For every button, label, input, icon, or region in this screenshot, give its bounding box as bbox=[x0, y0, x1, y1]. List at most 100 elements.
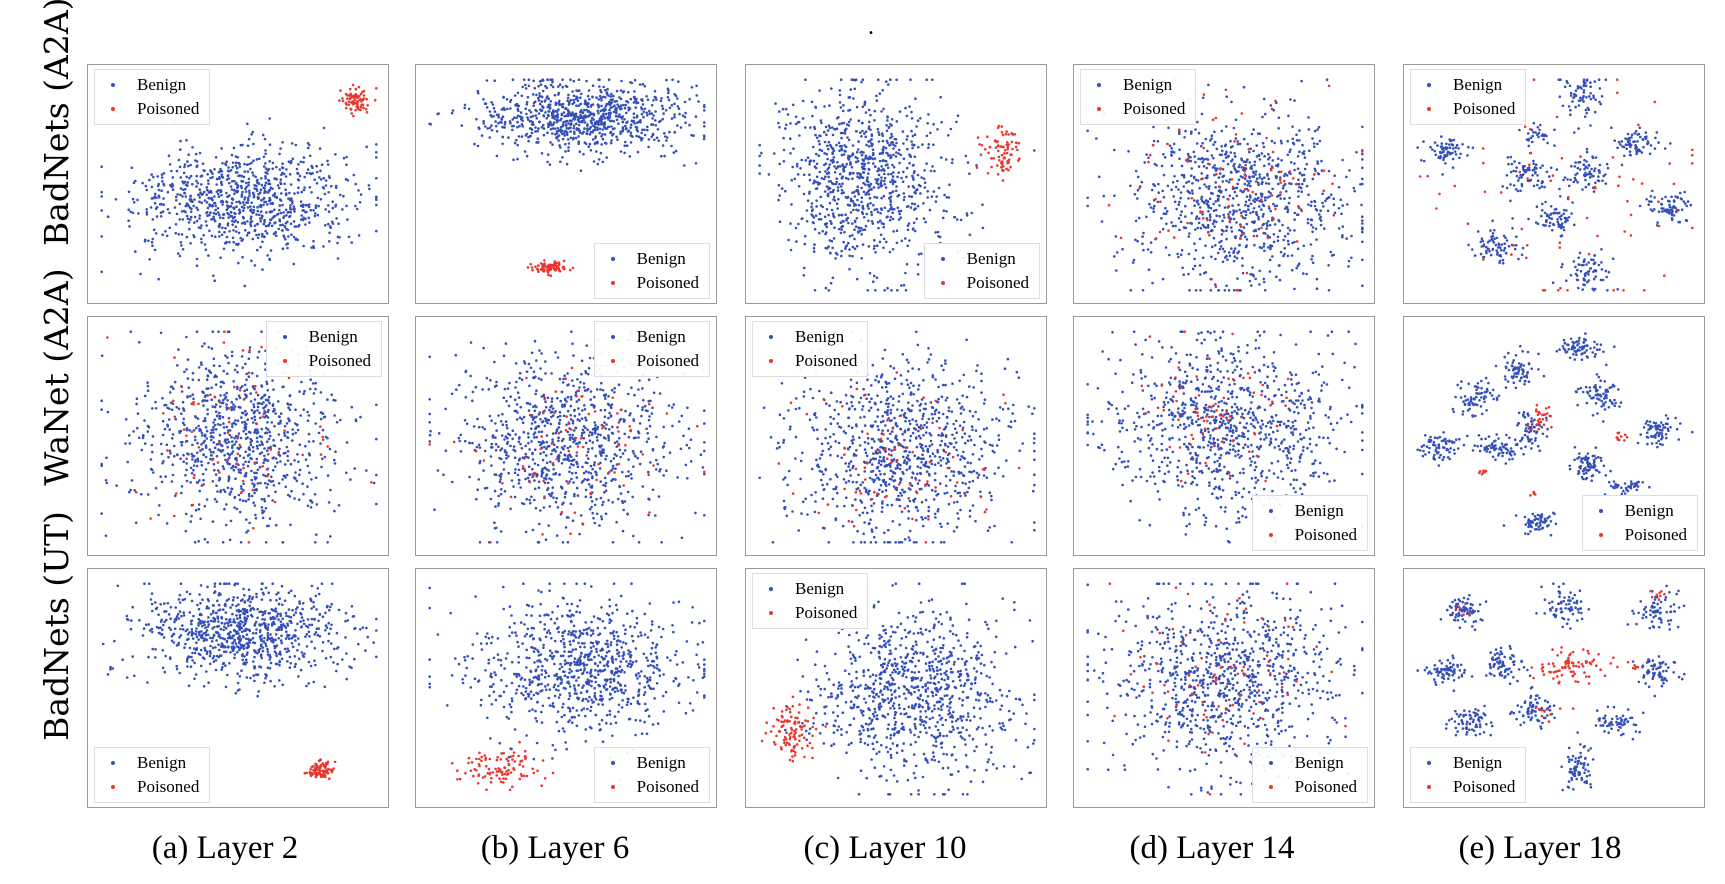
benign-point bbox=[1267, 246, 1270, 249]
benign-point bbox=[262, 222, 266, 226]
benign-point bbox=[493, 79, 496, 82]
benign-point bbox=[199, 191, 202, 194]
benign-point bbox=[824, 175, 827, 178]
legend-label: Poisoned bbox=[1123, 99, 1186, 118]
benign-point bbox=[863, 100, 867, 104]
benign-point bbox=[567, 146, 570, 149]
benign-point bbox=[306, 464, 310, 468]
benign-point bbox=[814, 180, 817, 184]
benign-point bbox=[1136, 239, 1139, 243]
benign-point bbox=[790, 178, 793, 182]
benign-point bbox=[1582, 78, 1586, 81]
poisoned-point bbox=[364, 107, 368, 111]
benign-point bbox=[501, 125, 504, 129]
scatter-panel-badnets-a2a-layer-14: Benign Poisoned bbox=[1073, 64, 1375, 304]
benign-point bbox=[289, 222, 293, 226]
benign-point bbox=[697, 100, 700, 103]
benign-point bbox=[1204, 244, 1207, 247]
benign-point bbox=[596, 141, 599, 145]
benign-point bbox=[839, 231, 843, 235]
benign-point bbox=[1584, 178, 1587, 182]
benign-point bbox=[165, 234, 169, 238]
benign-point bbox=[818, 142, 821, 146]
benign-point bbox=[760, 151, 763, 155]
benign-point bbox=[855, 150, 859, 154]
benign-point bbox=[227, 213, 231, 216]
benign-point bbox=[907, 222, 911, 225]
benign-point bbox=[915, 217, 919, 221]
benign-point bbox=[220, 183, 224, 186]
benign-point bbox=[869, 182, 873, 186]
poisoned-point bbox=[1617, 184, 1620, 187]
benign-point bbox=[263, 200, 266, 204]
benign-point bbox=[640, 138, 643, 142]
benign-point bbox=[1588, 170, 1592, 174]
benign-point bbox=[629, 134, 633, 137]
benign-point bbox=[1689, 203, 1693, 207]
benign-point bbox=[880, 196, 883, 200]
benign-point bbox=[294, 238, 297, 241]
benign-point bbox=[1556, 218, 1559, 221]
benign-point bbox=[227, 429, 230, 432]
benign-point bbox=[856, 198, 859, 202]
benign-point bbox=[1283, 247, 1286, 250]
benign-point bbox=[341, 208, 344, 211]
benign-point bbox=[151, 244, 154, 247]
benign-point bbox=[219, 256, 222, 259]
benign-point bbox=[312, 440, 315, 443]
benign-point bbox=[832, 198, 835, 201]
benign-point bbox=[1243, 137, 1246, 141]
poisoned-point bbox=[1466, 222, 1470, 225]
benign-point bbox=[678, 112, 681, 116]
benign-point bbox=[484, 125, 487, 128]
benign-point bbox=[852, 202, 856, 205]
benign-point bbox=[878, 159, 882, 163]
poisoned-point bbox=[1007, 133, 1010, 136]
benign-point bbox=[342, 156, 346, 160]
benign-point bbox=[1193, 264, 1197, 268]
benign-point bbox=[232, 179, 236, 183]
benign-point bbox=[835, 116, 839, 120]
benign-point bbox=[185, 175, 188, 179]
benign-point bbox=[1634, 147, 1637, 150]
poisoned-point bbox=[1274, 207, 1277, 211]
poisoned-point bbox=[1558, 241, 1562, 244]
benign-point bbox=[314, 204, 318, 207]
benign-point bbox=[1236, 140, 1240, 143]
benign-point bbox=[1272, 240, 1276, 244]
benign-point bbox=[516, 143, 519, 147]
benign-point bbox=[451, 109, 455, 112]
benign-point bbox=[860, 153, 864, 157]
benign-point bbox=[581, 116, 585, 120]
benign-point bbox=[279, 181, 282, 184]
benign-point bbox=[1229, 170, 1233, 174]
benign-point bbox=[1642, 145, 1645, 149]
benign-point bbox=[210, 191, 213, 194]
benign-point bbox=[560, 117, 563, 121]
benign-point bbox=[545, 96, 549, 100]
poisoned-point bbox=[1279, 191, 1282, 194]
benign-point bbox=[150, 173, 153, 176]
benign-point bbox=[647, 138, 651, 141]
benign-point bbox=[330, 184, 333, 188]
benign-point bbox=[1177, 203, 1180, 206]
benign-point bbox=[885, 129, 889, 133]
benign-point bbox=[520, 94, 524, 98]
benign-point bbox=[368, 187, 371, 191]
benign-point bbox=[331, 206, 335, 210]
benign-point bbox=[544, 111, 547, 114]
benign-point bbox=[189, 242, 192, 245]
benign-point bbox=[1630, 133, 1634, 137]
poisoned-point bbox=[553, 260, 557, 263]
benign-point bbox=[672, 151, 676, 154]
benign-point bbox=[138, 340, 141, 344]
benign-point bbox=[578, 150, 582, 153]
benign-point bbox=[503, 126, 506, 129]
benign-point bbox=[596, 109, 600, 113]
benign-point bbox=[189, 218, 192, 221]
benign-point bbox=[1234, 118, 1238, 122]
benign-point bbox=[227, 166, 230, 169]
benign-point bbox=[1315, 287, 1319, 290]
benign-point bbox=[1431, 148, 1434, 151]
benign-point bbox=[1629, 145, 1632, 149]
